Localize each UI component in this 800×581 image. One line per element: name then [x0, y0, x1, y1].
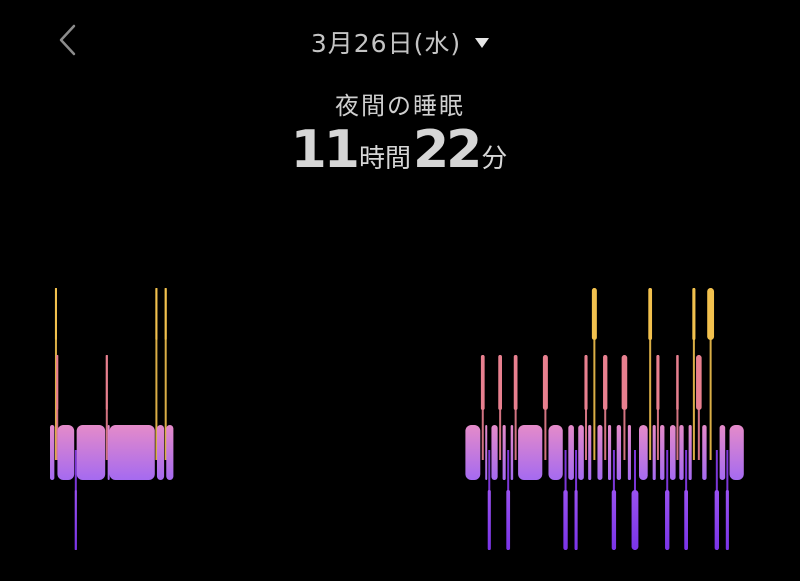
- sleep-segment-light: [465, 425, 481, 480]
- sleep-segment-awake: [164, 288, 167, 340]
- duration-minutes-unit: 分: [481, 144, 508, 174]
- sleep-segment-light: [688, 425, 692, 480]
- sleep-segment-light: [50, 425, 55, 480]
- date-selector[interactable]: 3月26日(水): [0, 24, 800, 60]
- sleep-segment-rem: [603, 355, 608, 410]
- sleep-segment-awake: [155, 288, 158, 340]
- sleep-segment-light: [109, 425, 155, 480]
- sleep-segment-rem: [56, 355, 59, 410]
- sleep-segment-deep: [611, 490, 617, 550]
- sleep-segment-light: [597, 425, 603, 480]
- sleep-segment-light: [679, 425, 684, 480]
- sleep-segment-light: [639, 425, 648, 480]
- sleep-segment-light: [608, 425, 612, 480]
- stage-connector: [692, 288, 695, 460]
- sleep-segment-rem: [498, 355, 502, 410]
- sleep-segment-deep: [684, 490, 688, 550]
- sleep-segment-deep: [631, 490, 639, 550]
- sleep-segment-rem: [696, 355, 702, 410]
- page-title: 夜間の睡眠: [335, 92, 465, 120]
- stage-connector: [54, 288, 57, 460]
- sleep-segment-rem: [105, 355, 108, 410]
- sleep-duration: 11時間22分: [0, 124, 800, 176]
- sleep-segment-deep: [665, 490, 670, 550]
- stage-connector: [164, 288, 167, 460]
- sleep-segment-light: [719, 425, 726, 480]
- sleep-segment-light: [660, 425, 665, 480]
- sleep-segment-light: [616, 425, 622, 480]
- sleep-segment-deep: [74, 490, 77, 550]
- stage-connector: [709, 288, 712, 460]
- sleep-segment-awake: [692, 288, 696, 340]
- sleep-segment-awake: [707, 288, 715, 340]
- sleep-segment-deep: [574, 490, 578, 550]
- sleep-segment-light: [166, 425, 174, 480]
- sleep-segment-light: [57, 425, 75, 480]
- sleep-segment-rem: [621, 355, 628, 410]
- sleep-segment-rem: [542, 355, 548, 410]
- date-label: 3月26日(水): [310, 29, 462, 58]
- stage-connector: [593, 288, 596, 460]
- sleep-segment-rem: [513, 355, 518, 410]
- duration-hours-unit: 時間: [358, 144, 411, 174]
- sleep-segment-rem: [656, 355, 660, 410]
- duration-minutes: 22: [413, 120, 482, 180]
- sleep-segment-light: [485, 425, 488, 480]
- sleep-segment-light: [670, 425, 676, 480]
- sleep-segment-light: [702, 425, 707, 480]
- sleep-segment-light: [548, 425, 563, 480]
- sleep-segment-light: [502, 425, 506, 480]
- sleep-segment-deep: [487, 490, 491, 550]
- stage-connector: [155, 288, 158, 460]
- sleep-segment-awake: [648, 288, 653, 340]
- sleep-segment-light: [578, 425, 584, 480]
- sleep-segment-light: [568, 425, 574, 480]
- sleep-segment-rem: [584, 355, 588, 410]
- sleep-segment-light: [518, 425, 543, 480]
- sleep-segment-awake: [54, 288, 57, 340]
- stage-connector: [649, 288, 652, 460]
- sleep-segment-deep: [506, 490, 511, 550]
- sleep-segment-light: [76, 425, 106, 480]
- sleep-hypnogram: [50, 288, 744, 550]
- back-button[interactable]: [50, 22, 86, 58]
- sleep-segment-light: [491, 425, 498, 480]
- sleep-segment-light: [627, 425, 631, 480]
- duration-hours: 11: [290, 120, 360, 180]
- sleep-segment-light: [652, 425, 656, 480]
- sleep-segment-light: [107, 425, 110, 480]
- sleep-segment-rem: [480, 355, 485, 410]
- triangle-down-icon: [475, 38, 490, 48]
- sleep-segment-light: [510, 425, 514, 480]
- sleep-segment-light: [729, 425, 744, 480]
- sleep-segment-awake: [591, 288, 597, 340]
- sleep-segment-rem: [676, 355, 679, 410]
- sleep-segment-light: [588, 425, 592, 480]
- sleep-segment-deep: [725, 490, 729, 550]
- sleep-segment-light: [156, 425, 165, 480]
- sleep-segment-deep: [563, 490, 568, 550]
- sleep-segment-deep: [714, 490, 719, 550]
- chevron-left-icon: [59, 24, 76, 56]
